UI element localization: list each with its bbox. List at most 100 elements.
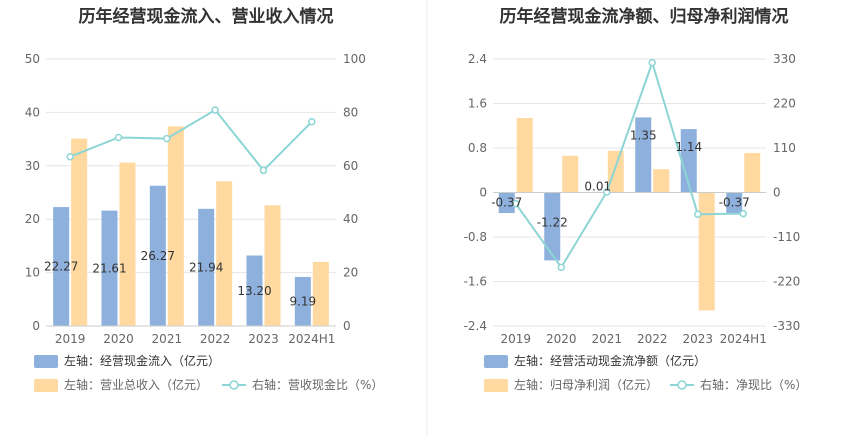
right-axis-tick: 40 [343,212,358,226]
right-axis-tick: 0 [343,319,351,333]
line-point [694,210,702,219]
legend-label: 左轴：归母净利润（亿元） [514,377,658,392]
x-axis-tick: 2024H1 [288,332,335,346]
left-axis-tick: 30 [25,159,40,173]
x-axis-tick: 2023 [682,332,713,346]
right-axis-tick: 110 [773,141,796,155]
right-axis-tick: 80 [343,105,358,119]
bar-data-label: 26.27 [141,249,175,263]
chart-cash-net-profit: 历年经营现金流净额、归母净利润情况 -2.4 -330 -1.6 -220 -0.8 -11… [464,6,807,392]
bar-data-label: -1.22 [537,216,568,230]
left-axis-tick: 2.4 [468,52,487,66]
right-axis-tick: -220 [773,275,800,289]
right-axis-tick: 60 [343,159,358,173]
bar-secondary [167,126,184,326]
x-axis-tick: 2022 [200,332,231,346]
line-point [211,106,219,114]
x-axis-tick: 2022 [637,332,668,346]
legend-line-marker [229,380,239,390]
series-line [69,108,313,172]
legend-label: 右轴：营收现金比（%） [252,377,383,392]
left-axis-tick: 40 [25,105,40,119]
right-axis-tick: 330 [773,52,796,66]
bar-secondary [562,155,579,193]
left-axis-tick: 1.6 [468,97,487,111]
legend-swatch [34,355,58,368]
x-axis-tick: 2020 [546,332,577,346]
bar-primary [101,210,118,326]
bar-secondary [119,162,136,326]
right-axis-tick: 100 [343,52,366,66]
line-point [739,209,747,218]
bar-primary [149,185,166,326]
line-point [603,188,611,196]
right-axis-tick: 20 [343,266,358,280]
bar-secondary [264,205,281,326]
series-line [514,59,744,270]
x-axis-tick: 2023 [248,332,279,346]
bar-data-label: -0.37 [491,196,522,210]
left-axis-tick: -0.8 [464,230,487,244]
left-axis-tick: -1.6 [464,275,487,289]
bar-data-label: 13.20 [237,284,271,298]
line-point [259,166,268,175]
legend-label: 右轴：净现比（%） [700,377,807,392]
bar-data-label: 21.94 [189,260,223,274]
bar-primary [544,192,561,261]
right-axis-tick: -110 [773,230,800,244]
x-axis-tick: 2019 [500,332,531,346]
x-axis-tick: 2020 [103,332,134,346]
chart-title: 历年经营现金流净额、归母净利润情况 [500,6,789,27]
bar-data-label: 9.19 [289,294,316,308]
bar-data-label: 21.61 [92,261,126,275]
legend-label: 左轴：营业总收入（亿元） [64,377,208,392]
legend-label: 左轴：经营活动现金流净额（亿元） [514,353,706,368]
right-axis-tick: -330 [773,319,800,333]
line-point [163,134,171,143]
left-axis-tick: 10 [25,266,40,280]
bar-secondary [71,138,88,326]
legend-swatch [484,379,508,392]
left-axis-tick: 0.8 [468,141,487,155]
line-point [66,152,74,161]
legend-label: 左轴：经营现金流入（亿元） [64,353,220,368]
bar-primary [53,207,70,326]
line-point [308,117,316,126]
bar-primary [498,192,515,214]
bar-primary [198,208,215,326]
right-axis-tick: 0 [773,186,781,200]
bar-data-label: -0.37 [719,196,750,210]
bar-data-label: 22.27 [44,260,78,274]
bar-primary [635,117,652,193]
bar-secondary [698,192,715,311]
x-axis-tick: 2021 [152,332,183,346]
x-axis-tick: 2019 [55,332,86,346]
chart-title: 历年经营现金流入、营业收入情况 [79,6,334,27]
left-axis-tick: 20 [25,212,40,226]
x-axis-tick: 2024H1 [720,332,767,346]
left-axis-tick: 50 [25,52,40,66]
bar-secondary [216,181,233,326]
bar-data-label: 1.14 [675,140,702,154]
legend-swatch [484,355,508,368]
bar-data-label: 0.01 [584,180,611,194]
bar-primary [294,276,311,326]
bar-primary [680,129,697,193]
x-axis-tick: 2021 [591,332,622,346]
line-point [512,199,520,208]
line-point [648,58,656,67]
bar-secondary [312,261,329,326]
left-axis-tick: -2.4 [464,319,487,333]
bar-secondary [653,169,670,193]
bar-primary [246,255,263,326]
left-axis-tick: 0 [32,319,40,333]
bar-data-label: 1.35 [630,128,657,142]
legend-line-marker [677,380,687,390]
line-point [114,133,123,142]
right-axis-tick: 220 [773,97,796,111]
bar-secondary [744,153,761,193]
line-point [557,263,565,272]
bar-secondary [516,117,533,193]
